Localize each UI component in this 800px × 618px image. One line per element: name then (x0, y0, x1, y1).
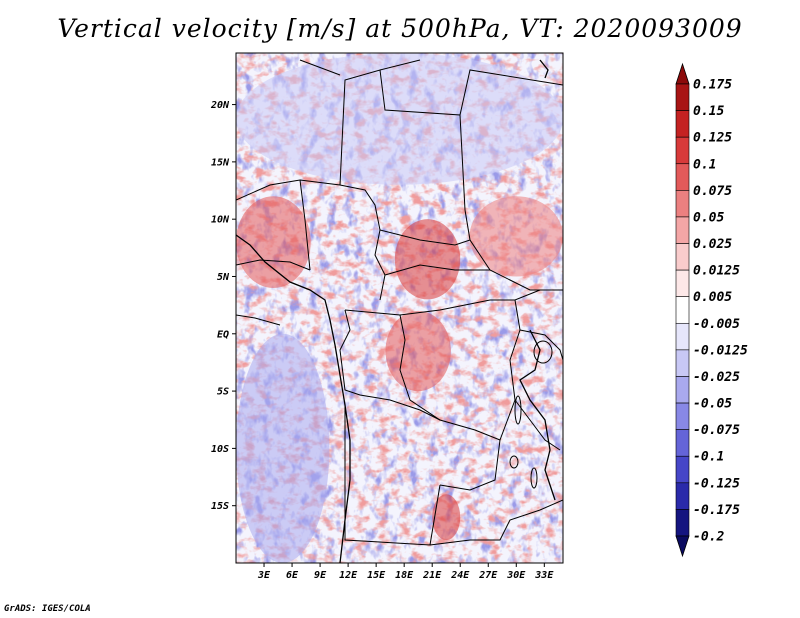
map-panel (236, 53, 563, 563)
colorbar-label: -0.005 (693, 317, 740, 332)
x-axis: 3E 6E 9E 12E 15E 18E 21E 24E 27E 30E 33E (257, 563, 554, 581)
colorbar-label: 0.025 (693, 237, 732, 252)
colorbar-label: 0.175 (693, 78, 732, 93)
y-tick-label: EQ (217, 329, 229, 340)
colorbar-label: 0.15 (693, 104, 724, 119)
colorbar-segment (675, 402, 690, 430)
colorbar-label: -0.1 (693, 450, 724, 465)
colorbar-segment (675, 110, 690, 138)
y-tick-label: 15N (211, 157, 230, 168)
coastline (236, 59, 556, 563)
map-frame (235, 52, 564, 564)
colorbar-label: -0.2 (693, 530, 724, 545)
colorbar-label: 0.005 (693, 290, 732, 305)
colorbar-label: 0.0125 (693, 264, 740, 279)
colorbar-label: 0.075 (693, 184, 732, 199)
colorbar-segment (675, 243, 690, 271)
colorbar-segment (675, 190, 690, 218)
field-region-zambia (432, 494, 461, 541)
y-tick-label: 20N (210, 100, 230, 111)
x-tick-label: 12E (339, 570, 358, 581)
colorbar-label: 0.05 (693, 210, 724, 225)
grads-credit: GrADS: IGES/COLA (4, 604, 91, 614)
y-tick-label: 10N (211, 215, 230, 226)
x-tick-label: 3E (257, 570, 271, 581)
colorbar: 0.175 0.15 0.125 0.1 0.075 0.05 0.025 0.0125 0.0… (675, 62, 748, 558)
colorbar-segment (675, 163, 690, 191)
colorbar-label: -0.025 (693, 370, 740, 385)
colorbar-segment (675, 455, 690, 484)
field-region-cameroon-chad (394, 219, 461, 300)
x-tick-label: 18E (395, 570, 414, 581)
y-tick-label: 5S (217, 387, 229, 398)
field-region-atlantic (236, 333, 330, 563)
y-tick-label: 15S (211, 501, 229, 512)
colorbar-segment (675, 269, 690, 298)
colorbar-segment (675, 322, 690, 351)
colorbar-label: -0.175 (693, 503, 740, 518)
colorbar-top-extend (675, 62, 690, 85)
field-region-congo-central (385, 310, 451, 392)
colorbar-bottom-extend (675, 535, 690, 558)
colorbar-segment (675, 376, 690, 404)
colorbar-segment (675, 136, 690, 165)
colorbar-segment (675, 482, 690, 510)
colorbar-label: 0.1 (693, 157, 716, 172)
x-tick-label: 15E (367, 570, 386, 581)
field-region-sudan-east (469, 196, 563, 277)
colorbar-segment (675, 429, 690, 457)
country-borders (236, 59, 563, 546)
colorbar-segment (675, 216, 690, 244)
x-tick-label: 27E (478, 570, 498, 581)
colorbar-segment (675, 509, 690, 537)
chart-title: Vertical velocity [m/s] at 500hPa, VT: 2… (57, 14, 743, 43)
colorbar-segment (675, 349, 690, 377)
colorbar-label: -0.075 (693, 423, 740, 438)
lakes (509, 340, 553, 489)
field-region-sahel-west (236, 196, 311, 288)
y-axis: 20N 15N 10N 5N EQ 5S 10S 15S (210, 100, 236, 512)
colorbar-label: 0.125 (693, 131, 732, 146)
colorbar-segment (675, 296, 690, 324)
colorbar-label: -0.0125 (693, 343, 748, 358)
colorbar-label: -0.05 (693, 397, 732, 412)
colorbar-label: -0.125 (693, 476, 740, 491)
x-tick-label: 9E (314, 570, 327, 581)
y-tick-label: 10S (211, 444, 229, 455)
x-tick-label: 30E (506, 570, 526, 581)
x-tick-label: 6E (286, 570, 299, 581)
x-tick-label: 21E (422, 570, 442, 581)
x-tick-label: 33E (534, 570, 554, 581)
y-tick-label: 5N (217, 272, 230, 283)
x-tick-label: 24E (450, 570, 470, 581)
field-region-sahara (236, 53, 563, 185)
colorbar-segment (675, 83, 690, 111)
